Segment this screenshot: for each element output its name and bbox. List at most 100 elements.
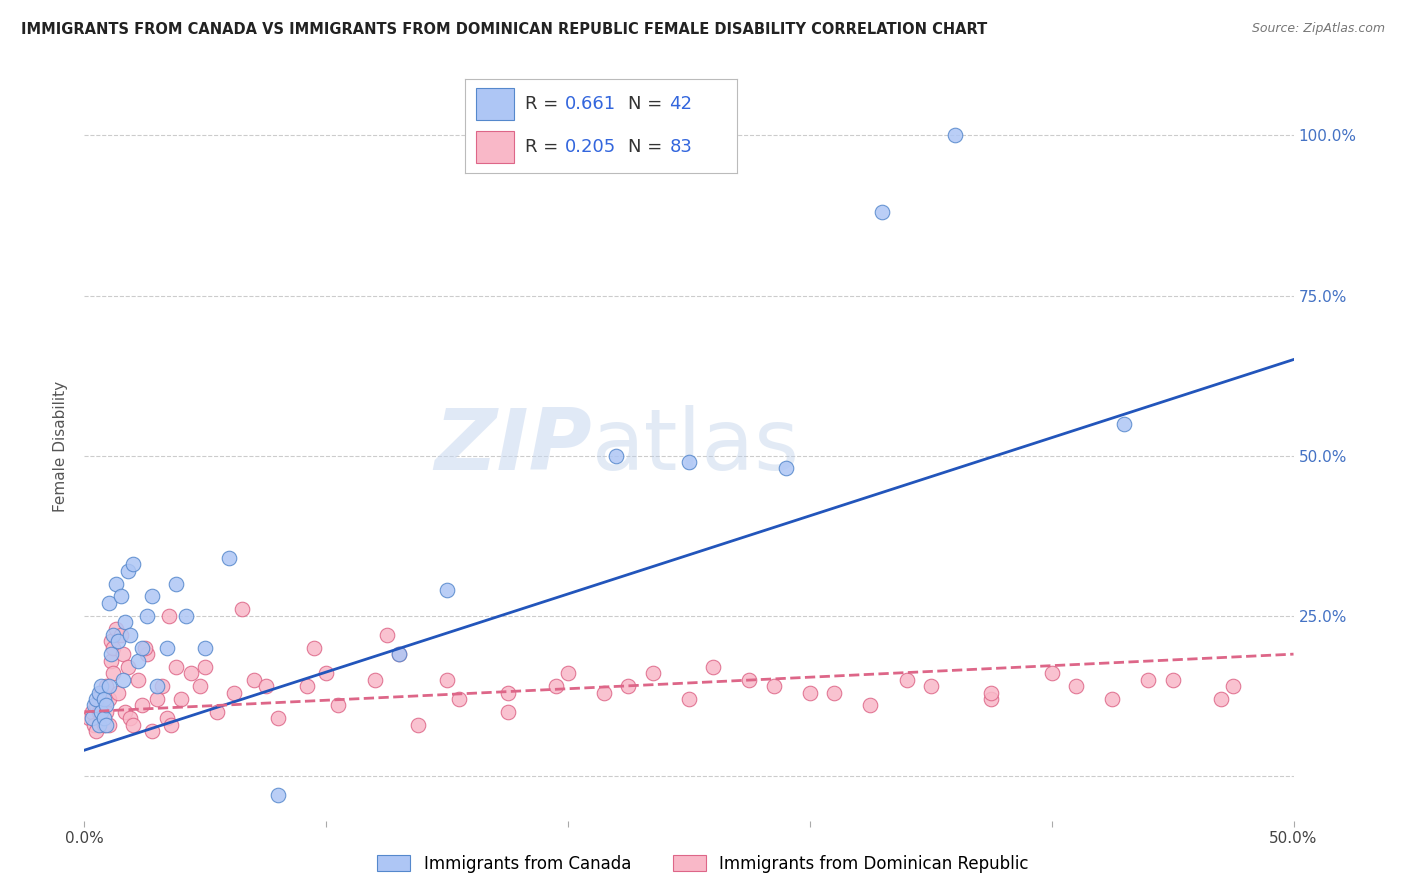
- Point: [80, 711, 103, 725]
- Point: [544, 679, 567, 693]
- Point: [194, 640, 217, 655]
- Point: [136, 647, 159, 661]
- Point: [231, 602, 253, 616]
- Point: [1101, 692, 1123, 706]
- Point: [93, 698, 115, 713]
- Point: [641, 666, 664, 681]
- Point: [980, 685, 1002, 699]
- Point: [104, 622, 127, 636]
- Point: [254, 679, 277, 693]
- Point: [375, 628, 398, 642]
- Point: [114, 615, 136, 629]
- Point: [120, 628, 142, 642]
- Point: [267, 711, 290, 725]
- Point: [83, 698, 105, 713]
- Point: [104, 576, 127, 591]
- Point: [94, 679, 117, 693]
- Point: [86, 723, 108, 738]
- Point: [218, 551, 240, 566]
- Point: [315, 666, 337, 681]
- Point: [449, 692, 471, 706]
- Point: [107, 634, 129, 648]
- Point: [702, 660, 724, 674]
- Point: [799, 685, 821, 699]
- Point: [859, 698, 882, 713]
- Point: [155, 640, 177, 655]
- Point: [224, 685, 246, 699]
- Point: [436, 673, 458, 687]
- Point: [165, 660, 187, 674]
- Point: [920, 679, 942, 693]
- Text: Source: ZipAtlas.com: Source: ZipAtlas.com: [1251, 22, 1385, 36]
- Point: [775, 461, 797, 475]
- Point: [496, 705, 519, 719]
- Point: [242, 673, 264, 687]
- Point: [97, 692, 120, 706]
- Point: [170, 692, 193, 706]
- Point: [121, 558, 143, 572]
- Point: [100, 654, 122, 668]
- Point: [388, 647, 411, 661]
- Point: [302, 640, 325, 655]
- Point: [141, 590, 163, 604]
- Point: [617, 679, 640, 693]
- Point: [103, 628, 125, 642]
- Point: [406, 717, 429, 731]
- Point: [77, 711, 100, 725]
- Point: [97, 679, 120, 693]
- Point: [363, 673, 385, 687]
- Point: [87, 717, 110, 731]
- Point: [165, 576, 187, 591]
- Point: [678, 692, 700, 706]
- Point: [207, 705, 229, 719]
- Point: [131, 640, 153, 655]
- Point: [87, 685, 110, 699]
- Y-axis label: Female Disability: Female Disability: [53, 380, 69, 512]
- Point: [134, 640, 156, 655]
- Point: [267, 788, 290, 802]
- Point: [103, 666, 125, 681]
- Point: [557, 666, 579, 681]
- Point: [93, 711, 115, 725]
- Text: IMMIGRANTS FROM CANADA VS IMMIGRANTS FROM DOMINICAN REPUBLIC FEMALE DISABILITY C: IMMIGRANTS FROM CANADA VS IMMIGRANTS FRO…: [21, 22, 987, 37]
- Point: [107, 685, 129, 699]
- Point: [943, 128, 966, 143]
- Point: [103, 640, 125, 655]
- Point: [87, 692, 110, 706]
- Point: [155, 711, 177, 725]
- Point: [117, 564, 139, 578]
- Point: [194, 660, 217, 674]
- Point: [94, 698, 117, 713]
- Point: [90, 705, 112, 719]
- Point: [896, 673, 918, 687]
- Point: [86, 692, 108, 706]
- Point: [100, 634, 122, 648]
- Point: [1137, 673, 1160, 687]
- Point: [131, 698, 153, 713]
- Point: [980, 692, 1002, 706]
- Point: [150, 679, 173, 693]
- Point: [94, 717, 117, 731]
- Point: [97, 596, 120, 610]
- Point: [80, 705, 103, 719]
- Point: [127, 654, 149, 668]
- Point: [86, 698, 108, 713]
- Point: [328, 698, 350, 713]
- Point: [121, 717, 143, 731]
- Point: [146, 692, 169, 706]
- Point: [93, 692, 115, 706]
- Text: atlas: atlas: [592, 404, 800, 488]
- Point: [141, 723, 163, 738]
- Point: [872, 205, 894, 219]
- Point: [593, 685, 616, 699]
- Point: [83, 717, 105, 731]
- Point: [146, 679, 169, 693]
- Point: [114, 705, 136, 719]
- Point: [93, 717, 115, 731]
- Point: [678, 455, 700, 469]
- Point: [90, 679, 112, 693]
- Point: [1222, 679, 1244, 693]
- Point: [120, 711, 142, 725]
- Point: [112, 647, 135, 661]
- Point: [97, 717, 120, 731]
